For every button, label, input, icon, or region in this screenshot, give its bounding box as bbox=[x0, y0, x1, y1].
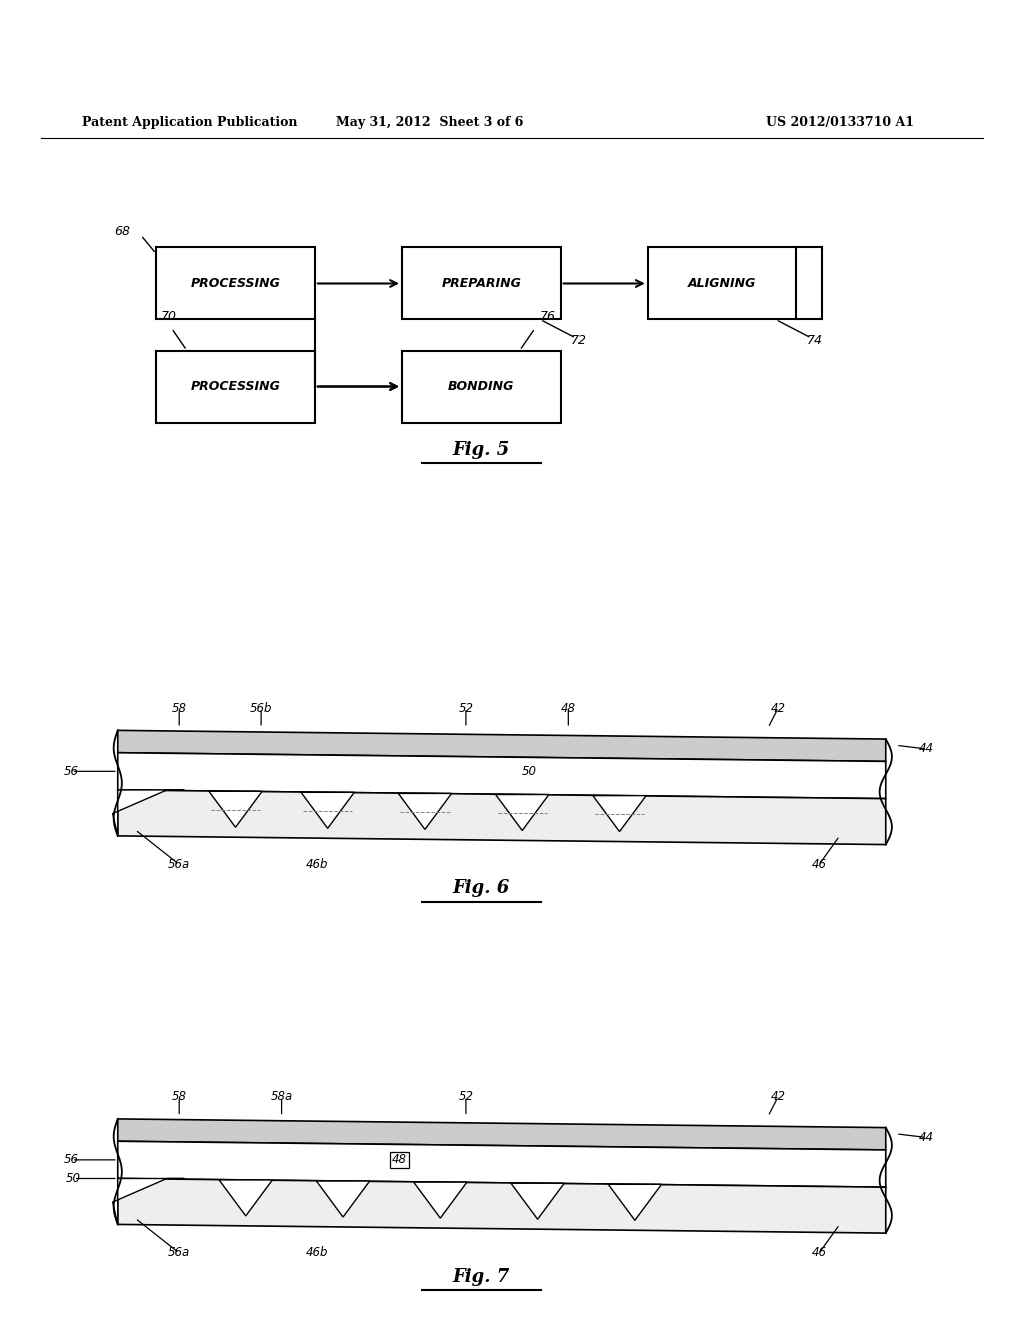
Text: 58a: 58a bbox=[270, 1090, 293, 1104]
Text: 44: 44 bbox=[920, 1131, 934, 1144]
Text: 46b: 46b bbox=[306, 858, 329, 871]
Text: 46b: 46b bbox=[306, 1246, 329, 1259]
Text: 48: 48 bbox=[561, 701, 575, 714]
Text: 58: 58 bbox=[172, 1090, 186, 1104]
Text: PROCESSING: PROCESSING bbox=[190, 277, 281, 290]
Polygon shape bbox=[608, 1184, 662, 1220]
Polygon shape bbox=[118, 730, 886, 762]
Text: Patent Application Publication: Patent Application Publication bbox=[82, 116, 297, 128]
Text: Fig. 7: Fig. 7 bbox=[453, 1269, 510, 1286]
Text: 52: 52 bbox=[459, 701, 473, 714]
Polygon shape bbox=[219, 1180, 272, 1216]
Text: May 31, 2012  Sheet 3 of 6: May 31, 2012 Sheet 3 of 6 bbox=[337, 116, 523, 128]
Polygon shape bbox=[118, 1119, 886, 1150]
Polygon shape bbox=[118, 789, 886, 845]
Text: 42: 42 bbox=[771, 1090, 785, 1104]
Polygon shape bbox=[118, 752, 886, 799]
Text: 56a: 56a bbox=[168, 858, 190, 871]
Text: Fig. 5: Fig. 5 bbox=[453, 441, 510, 459]
FancyBboxPatch shape bbox=[157, 247, 315, 319]
Polygon shape bbox=[511, 1183, 564, 1220]
Text: 46: 46 bbox=[812, 1246, 826, 1259]
Text: 50: 50 bbox=[522, 764, 538, 777]
Text: 72: 72 bbox=[571, 334, 587, 347]
Text: 56b: 56b bbox=[250, 701, 272, 714]
Text: 56a: 56a bbox=[168, 1246, 190, 1259]
Text: 58: 58 bbox=[172, 701, 186, 714]
Text: PROCESSING: PROCESSING bbox=[190, 380, 281, 393]
Text: 42: 42 bbox=[771, 701, 785, 714]
Text: BONDING: BONDING bbox=[449, 380, 514, 393]
Text: 48: 48 bbox=[392, 1154, 407, 1167]
Text: PREPARING: PREPARING bbox=[441, 277, 521, 290]
Text: 44: 44 bbox=[920, 742, 934, 755]
Polygon shape bbox=[113, 1179, 184, 1225]
Text: 50: 50 bbox=[67, 1172, 81, 1185]
Polygon shape bbox=[316, 1181, 370, 1217]
Polygon shape bbox=[209, 791, 262, 828]
Polygon shape bbox=[118, 1142, 886, 1187]
Polygon shape bbox=[496, 795, 549, 830]
FancyBboxPatch shape bbox=[401, 351, 561, 422]
Text: 56: 56 bbox=[65, 764, 79, 777]
FancyBboxPatch shape bbox=[401, 247, 561, 319]
Polygon shape bbox=[113, 789, 184, 836]
Text: 46: 46 bbox=[812, 858, 826, 871]
Polygon shape bbox=[414, 1183, 467, 1218]
Polygon shape bbox=[593, 796, 646, 832]
Text: ALIGNING: ALIGNING bbox=[688, 277, 756, 290]
Polygon shape bbox=[398, 793, 452, 829]
Text: 68: 68 bbox=[115, 224, 131, 238]
Text: US 2012/0133710 A1: US 2012/0133710 A1 bbox=[766, 116, 913, 128]
Polygon shape bbox=[118, 1179, 886, 1233]
Text: Fig. 6: Fig. 6 bbox=[453, 879, 510, 898]
Polygon shape bbox=[301, 792, 354, 829]
Text: 70: 70 bbox=[162, 310, 177, 323]
FancyBboxPatch shape bbox=[157, 351, 315, 422]
FancyBboxPatch shape bbox=[647, 247, 797, 319]
Text: 76: 76 bbox=[541, 310, 556, 323]
Text: 74: 74 bbox=[807, 334, 822, 347]
Text: 56: 56 bbox=[65, 1154, 79, 1167]
Text: 52: 52 bbox=[459, 1090, 473, 1104]
